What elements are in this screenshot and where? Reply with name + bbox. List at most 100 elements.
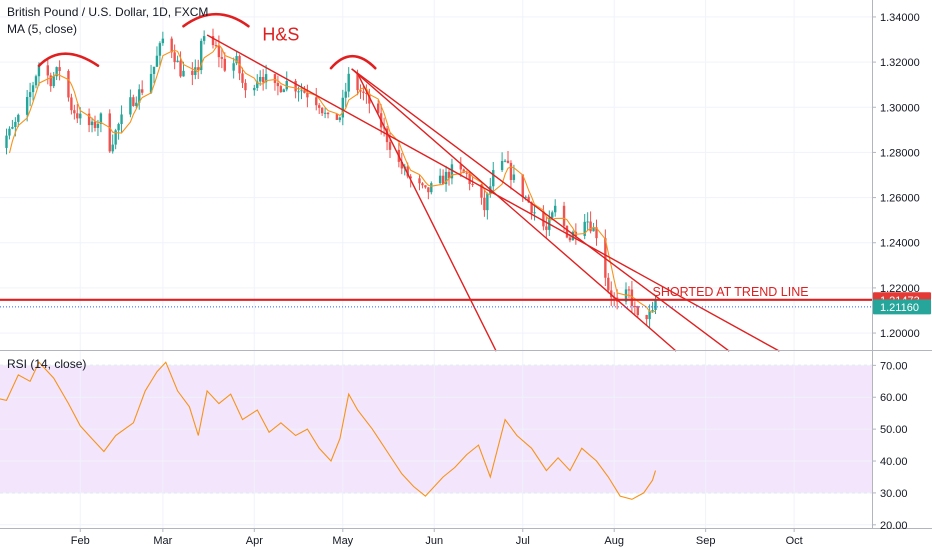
candle-body [149,73,153,93]
candle-body [365,92,368,94]
candle-body [25,97,29,115]
candle-body [315,97,318,106]
candle-body [521,174,524,198]
price-grid [0,16,872,334]
candle-body [217,45,221,58]
time-tick-label: Mar [153,535,172,547]
candle-body [138,89,141,103]
price-tick-label: 1.22000 [880,283,920,295]
time-tick-label: Feb [71,535,90,547]
time-tick-label: May [332,535,353,547]
candle-body [480,184,483,198]
candle-body [335,114,339,120]
candle-body [155,55,159,67]
x-grid [79,0,795,528]
candle-body [235,56,238,64]
candle-body [438,175,442,184]
candle-body [14,121,17,128]
head-shoulders-arcs [37,13,377,70]
candle-body [276,82,280,87]
candle-body [202,36,206,41]
candle-body [506,160,510,163]
candle-body [300,90,303,92]
candle-body [483,197,486,211]
candle-body [93,121,97,128]
candle-body [447,171,451,179]
candle-body [120,114,123,125]
time-axis: Feb Mar Apr May Jun Jul Aug Sep Oct [71,528,803,547]
candle-body [5,135,8,148]
candle-body [99,113,103,124]
candle-body [527,196,530,203]
candle-body [512,174,516,180]
candle-body [427,187,430,193]
candle-body [52,76,55,87]
candle-body [645,315,648,320]
candle-body [424,185,427,188]
axis-lines [0,0,932,529]
candle-body [421,183,424,186]
trend-line [206,34,780,352]
candle-body [409,176,412,179]
candle-body [450,164,454,179]
candle-body [108,113,111,152]
candle-body [459,164,462,170]
candle-body [117,124,120,131]
candle-body [492,170,495,187]
candle-body [571,231,575,241]
price-tags: 1.214731.21160 [873,292,931,315]
candle-body [326,112,330,115]
candle-body [232,63,235,71]
rsi-axis: 70.00 60.00 50.00 40.00 30.00 20.00 [872,360,908,532]
rsi-tick-label: 20.00 [880,520,908,532]
candle-body [170,38,173,53]
candle-body [441,175,445,185]
candle-body [388,142,392,150]
time-tick-label: Jul [516,535,530,547]
price-pane-bg [0,0,872,350]
candle-body [87,113,91,126]
candle-body [586,221,589,223]
candle-body [542,212,545,227]
candle-body [592,227,595,232]
time-tick-label: Jun [425,535,443,547]
candle-body [633,306,637,308]
candle-body [627,289,631,291]
candle-body [49,75,52,87]
candle-body [285,80,288,90]
candle-body [344,91,347,98]
trend-lines [206,34,780,352]
candle-body [320,107,324,114]
candle-body [261,76,265,83]
candle-body [279,86,283,93]
candle-body [90,121,94,126]
price-tag-bg [873,299,931,315]
candle-body [259,76,262,82]
candle-body [173,52,176,63]
candle-body [583,221,586,236]
candle-body [338,117,342,120]
price-tick-label: 1.28000 [880,147,920,159]
candle-body [161,38,165,44]
candle-body [211,36,215,46]
price-tag-label: 1.21160 [880,302,919,314]
candle-body [79,113,82,119]
candle-body [568,237,572,241]
candle-body [197,67,200,71]
ma-line [8,44,656,313]
candle-body [114,130,117,145]
candle-body [654,300,657,311]
candle-body [111,144,114,152]
candle-body [70,97,73,111]
ma-legend-label: MA (5, close) [7,22,78,36]
candle-body [129,97,132,115]
rsi-tick-label: 60.00 [880,392,908,404]
candle-body [220,57,224,59]
candle-body [73,110,76,114]
candle-body [500,161,504,171]
candle-body [37,65,41,77]
candle-body [362,91,365,93]
candle-body [8,128,11,136]
rsi-line [0,361,657,500]
